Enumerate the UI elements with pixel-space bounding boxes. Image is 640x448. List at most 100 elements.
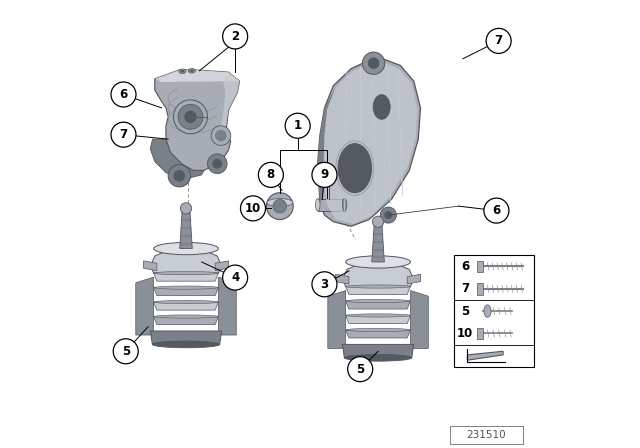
Circle shape — [212, 159, 222, 168]
Text: 5: 5 — [356, 362, 364, 376]
Ellipse shape — [484, 305, 491, 317]
Text: 4: 4 — [231, 271, 239, 284]
Text: 9: 9 — [321, 168, 328, 181]
Ellipse shape — [342, 198, 347, 211]
Circle shape — [368, 58, 379, 69]
Ellipse shape — [338, 144, 372, 193]
Circle shape — [380, 207, 396, 223]
Text: 3: 3 — [321, 278, 328, 291]
Ellipse shape — [154, 315, 218, 318]
Circle shape — [223, 265, 248, 290]
Text: 231510: 231510 — [467, 430, 506, 440]
Text: 10: 10 — [245, 202, 261, 215]
Polygon shape — [407, 274, 420, 284]
Circle shape — [486, 28, 511, 53]
Ellipse shape — [373, 95, 390, 119]
Ellipse shape — [154, 286, 218, 289]
Text: 7: 7 — [120, 128, 127, 141]
Polygon shape — [322, 62, 417, 224]
Ellipse shape — [316, 198, 320, 211]
Polygon shape — [155, 70, 239, 82]
Ellipse shape — [346, 314, 410, 317]
Circle shape — [362, 52, 385, 74]
Circle shape — [174, 170, 185, 181]
Polygon shape — [154, 302, 218, 310]
Ellipse shape — [346, 285, 410, 288]
Polygon shape — [467, 351, 503, 360]
Ellipse shape — [180, 70, 184, 73]
Circle shape — [111, 122, 136, 147]
Text: 1: 1 — [294, 119, 301, 132]
Circle shape — [207, 154, 227, 173]
Polygon shape — [318, 198, 344, 211]
Text: 7: 7 — [461, 282, 469, 295]
FancyBboxPatch shape — [477, 327, 483, 339]
Ellipse shape — [190, 70, 194, 72]
Polygon shape — [215, 261, 228, 271]
Circle shape — [113, 339, 138, 364]
Text: 7: 7 — [495, 34, 502, 47]
Circle shape — [312, 162, 337, 187]
Circle shape — [223, 24, 248, 49]
Ellipse shape — [152, 341, 220, 348]
Ellipse shape — [346, 256, 410, 268]
Ellipse shape — [154, 242, 218, 255]
Circle shape — [285, 113, 310, 138]
Polygon shape — [410, 291, 428, 349]
Circle shape — [180, 203, 191, 214]
Polygon shape — [372, 222, 384, 262]
Ellipse shape — [188, 69, 195, 73]
Ellipse shape — [266, 193, 293, 220]
Ellipse shape — [267, 198, 292, 207]
Circle shape — [312, 272, 337, 297]
Circle shape — [184, 111, 196, 123]
Ellipse shape — [154, 301, 218, 304]
Text: 6: 6 — [461, 260, 469, 273]
Circle shape — [384, 211, 392, 219]
FancyBboxPatch shape — [449, 426, 524, 444]
FancyBboxPatch shape — [477, 261, 483, 272]
Polygon shape — [346, 315, 410, 323]
Polygon shape — [154, 288, 218, 296]
Circle shape — [348, 357, 372, 382]
Polygon shape — [150, 331, 221, 345]
Ellipse shape — [179, 69, 186, 73]
Circle shape — [111, 82, 136, 107]
Polygon shape — [346, 330, 410, 338]
Circle shape — [259, 162, 284, 187]
Polygon shape — [318, 87, 335, 204]
Text: 5: 5 — [122, 345, 130, 358]
FancyBboxPatch shape — [477, 283, 483, 295]
Text: 6: 6 — [492, 204, 500, 217]
Circle shape — [215, 130, 227, 142]
Polygon shape — [335, 274, 349, 284]
Polygon shape — [346, 301, 410, 309]
Text: 6: 6 — [120, 88, 127, 101]
Circle shape — [372, 216, 384, 228]
Polygon shape — [155, 70, 239, 170]
Polygon shape — [318, 59, 420, 226]
Circle shape — [484, 198, 509, 223]
Circle shape — [211, 126, 230, 146]
Text: 10: 10 — [457, 327, 473, 340]
Circle shape — [178, 104, 203, 129]
Polygon shape — [154, 317, 218, 325]
Ellipse shape — [344, 354, 412, 361]
Text: 8: 8 — [267, 168, 275, 181]
Text: 2: 2 — [231, 30, 239, 43]
Polygon shape — [342, 345, 413, 358]
Polygon shape — [136, 277, 154, 335]
Polygon shape — [154, 273, 218, 281]
Polygon shape — [342, 262, 413, 287]
Polygon shape — [221, 72, 239, 135]
Polygon shape — [346, 287, 410, 295]
Polygon shape — [218, 277, 236, 335]
Ellipse shape — [154, 271, 218, 275]
Text: 5: 5 — [461, 305, 469, 318]
Circle shape — [168, 164, 191, 187]
Polygon shape — [150, 139, 204, 179]
Polygon shape — [143, 261, 157, 271]
FancyBboxPatch shape — [454, 255, 534, 367]
Polygon shape — [150, 249, 221, 273]
Polygon shape — [180, 208, 192, 249]
